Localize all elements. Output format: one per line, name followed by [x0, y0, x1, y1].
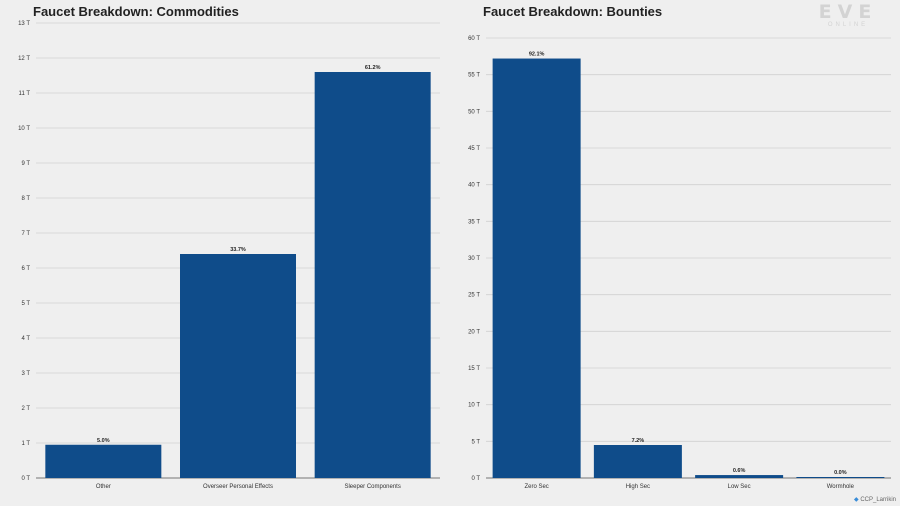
bounties-y-tick-label: 5 T	[471, 439, 480, 445]
bounties-chart-title: Faucet Breakdown: Bounties	[483, 4, 663, 19]
bounties-y-tick-label: 35 T	[468, 219, 480, 225]
commodities-y-tick-label: 5 T	[21, 301, 30, 307]
commodities-y-tick-label: 12 T	[18, 56, 30, 62]
bounties-bar-value-label: 0.0%	[834, 470, 847, 476]
bounties-y-tick-label: 45 T	[468, 146, 480, 152]
commodities-bar	[45, 444, 162, 478]
bounties-y-tick-label: 30 T	[468, 256, 480, 262]
bounties-y-tick-label: 25 T	[468, 293, 480, 299]
logo-sub-text: ONLINE	[827, 22, 869, 28]
bounties-y-tick-label: 20 T	[468, 329, 480, 335]
bounties-y-tick-label: 55 T	[468, 73, 480, 79]
bounties-bar	[796, 477, 885, 478]
bounties-y-tick-label: 50 T	[468, 109, 480, 115]
commodities-y-tick-label: 3 T	[21, 371, 30, 377]
bounties-bar-value-label: 0.6%	[733, 468, 746, 474]
commodities-bar-value-label: 33.7%	[230, 247, 246, 253]
commodities-y-tick-label: 6 T	[21, 266, 30, 272]
commodities-y-tick-label: 9 T	[21, 161, 30, 167]
author-handle: CCP_Larrikin	[860, 497, 896, 503]
commodities-y-tick-label: 4 T	[21, 336, 30, 342]
twitter-bird-icon: ◆	[854, 497, 859, 503]
bounties-y-tick-label: 0 T	[471, 476, 480, 482]
bounties-y-tick-label: 10 T	[468, 403, 480, 409]
commodities-x-category-label: Other	[96, 484, 111, 490]
commodities-bar-value-label: 61.2%	[365, 65, 381, 71]
bounties-chart-panel: Faucet Breakdown: Bounties 0 T 5 T 10 T 15 …	[450, 0, 900, 506]
commodities-y-tick-label: 0 T	[21, 476, 30, 482]
commodities-y-tick-label: 2 T	[21, 406, 30, 412]
commodities-chart-panel: Faucet Breakdown: Commodities 0 T 1 T 2 T 3…	[18, 4, 440, 490]
commodities-y-tick-label: 11 T	[19, 91, 31, 97]
bounties-bar	[695, 475, 784, 478]
bounties-y-tick-label: 40 T	[468, 183, 480, 189]
bounties-bar-chart: 0 T 5 T 10 T 15 T 20 T 25 T 30 T 35 T 40 T 45 T 50…	[468, 36, 891, 490]
commodities-bar-value-label: 5.0%	[97, 438, 110, 444]
bounties-bar-value-label: 7.2%	[632, 438, 645, 444]
commodities-x-category-label: Overseer Personal Effects	[203, 484, 273, 490]
commodities-y-tick-label: 13 T	[18, 21, 30, 27]
commodities-y-tick-label: 1 T	[21, 441, 30, 447]
logo-main-text: EVE	[818, 1, 878, 23]
bounties-x-category-label: High Sec	[626, 484, 650, 490]
bounties-bar	[492, 58, 581, 479]
commodities-x-category-label: Sleeper Components	[344, 484, 400, 490]
bounties-x-category-label: Low Sec	[728, 484, 751, 490]
eve-online-logo: EVE ONLINE	[808, 3, 888, 31]
commodities-chart-title: Faucet Breakdown: Commodities	[33, 4, 239, 19]
commodities-bar-chart: 0 T 1 T 2 T 3 T 4 T 5 T 6 T 7 T 8 T 9 T 10 T 11 T 12…	[18, 21, 440, 490]
bounties-y-tick-label: 60 T	[468, 36, 480, 42]
bounties-y-tick-label: 15 T	[468, 366, 480, 372]
author-credit: ◆ CCP_Larrikin	[854, 496, 896, 503]
bounties-x-category-label: Zero Sec	[524, 484, 548, 490]
commodities-y-tick-label: 7 T	[21, 231, 30, 237]
commodities-y-tick-label: 10 T	[18, 126, 30, 132]
commodities-bar	[180, 254, 296, 478]
bounties-bar-value-label: 92.1%	[529, 52, 545, 58]
commodities-bar	[314, 72, 431, 478]
bounties-bar	[593, 445, 682, 478]
bounties-x-category-label: Wormhole	[827, 484, 855, 490]
commodities-y-tick-label: 8 T	[21, 196, 30, 202]
